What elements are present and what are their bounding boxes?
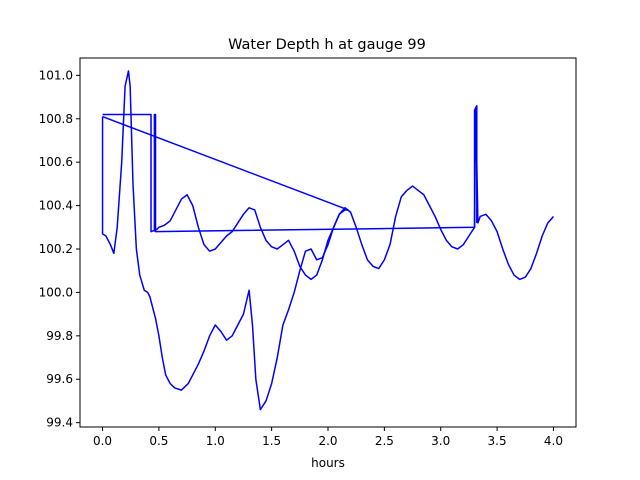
y-tick-label: 100.4 xyxy=(39,199,73,213)
x-tick-label: 3.5 xyxy=(488,434,507,448)
chart-title: Water Depth h at gauge 99 xyxy=(228,37,426,53)
series-layer xyxy=(101,70,555,411)
x-tick-label: 2.5 xyxy=(375,434,394,448)
x-tick-label: 2.0 xyxy=(318,434,337,448)
series-line-3 xyxy=(102,115,349,211)
x-tick-label: 4.0 xyxy=(544,434,563,448)
x-tick-label: 0.0 xyxy=(93,434,112,448)
y-tick-label: 101.0 xyxy=(39,68,73,82)
x-tick-label: 0.5 xyxy=(149,434,168,448)
y-tick-label: 100.2 xyxy=(39,242,73,256)
y-tick-label: 100.0 xyxy=(39,285,73,299)
y-tick-label: 99.8 xyxy=(46,329,73,343)
x-tick-label: 1.0 xyxy=(206,434,225,448)
series-line-4 xyxy=(153,105,478,233)
y-axis: 99.4 99.6 99.8 100.0 100.2 100.4 100.6 100.8 101… xyxy=(39,68,80,430)
x-axis: 0.0 0.5 1.0 1.5 2.0 2.5 3.0 3.5 4.0 xyxy=(93,427,563,448)
series-line-1 xyxy=(101,70,349,411)
x-tick-label: 3.0 xyxy=(431,434,450,448)
series-line-2 xyxy=(102,107,555,281)
y-tick-label: 99.4 xyxy=(46,416,73,430)
x-axis-label: hours xyxy=(311,456,345,470)
y-tick-label: 100.8 xyxy=(39,112,73,126)
x-tick-label: 1.5 xyxy=(262,434,281,448)
y-tick-label: 99.6 xyxy=(46,372,73,386)
y-tick-label: 100.6 xyxy=(39,155,73,169)
